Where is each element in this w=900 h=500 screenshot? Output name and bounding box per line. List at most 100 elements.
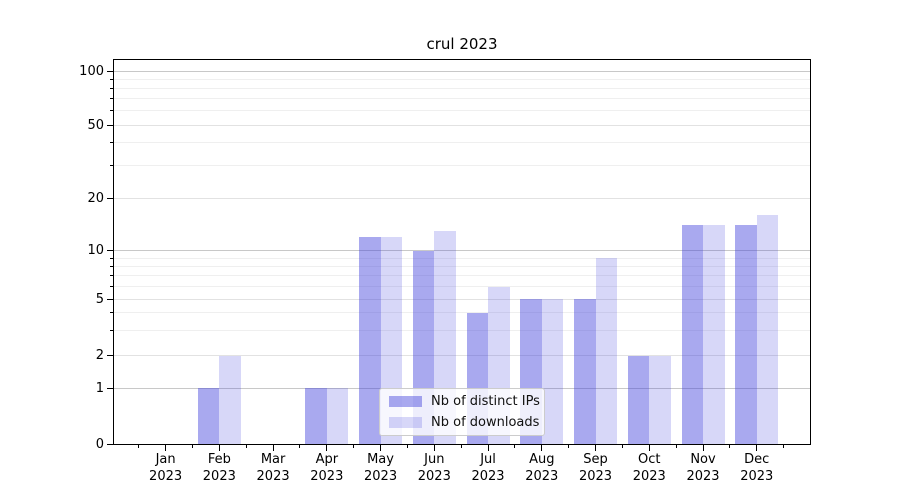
x-axis-minor-tick-11 bbox=[729, 444, 731, 448]
x-axis-tick-mar bbox=[272, 444, 274, 451]
x-axis-minor-tick-6 bbox=[460, 444, 462, 448]
x-axis-tick-jun bbox=[433, 444, 435, 451]
x-tick-label-apr: Apr 2023 bbox=[295, 451, 359, 485]
x-axis-tick-jul bbox=[487, 444, 489, 451]
y-axis-minor-tick-60 bbox=[110, 110, 113, 112]
x-tick-year: 2023 bbox=[578, 469, 613, 484]
x-tick-month: Oct bbox=[638, 452, 661, 467]
y-axis-minor-tick-4 bbox=[110, 312, 113, 314]
x-tick-label-aug: Aug 2023 bbox=[510, 451, 574, 485]
bar-distinct-ips-nov bbox=[681, 225, 703, 445]
x-tick-month: Jul bbox=[480, 452, 496, 467]
legend-label-downloads: Nb of downloads bbox=[431, 414, 540, 430]
x-tick-month: Jun bbox=[424, 452, 445, 467]
bar-distinct-ips-may bbox=[359, 236, 381, 445]
x-tick-year: 2023 bbox=[310, 469, 344, 484]
x-tick-year: 2023 bbox=[525, 469, 559, 484]
y-axis-tick-0 bbox=[107, 444, 113, 445]
x-tick-label-jul: Jul 2023 bbox=[456, 451, 520, 485]
x-tick-year: 2023 bbox=[740, 469, 774, 484]
x-axis-minor-tick-8 bbox=[568, 444, 570, 448]
gridline-y-30 bbox=[114, 165, 810, 167]
x-tick-month: Nov bbox=[690, 452, 716, 467]
y-axis-tick-1 bbox=[107, 387, 113, 389]
gridline-y-3 bbox=[114, 330, 810, 332]
x-tick-month: Apr bbox=[315, 452, 339, 467]
x-tick-year: 2023 bbox=[256, 469, 290, 484]
x-tick-label-feb: Feb 2023 bbox=[187, 451, 251, 485]
gridline-y-2 bbox=[114, 355, 810, 356]
bar-distinct-ips-apr bbox=[305, 388, 327, 445]
x-tick-year: 2023 bbox=[149, 469, 183, 484]
legend-label-distinct-ips: Nb of distinct IPs bbox=[431, 394, 540, 410]
x-tick-month: Feb bbox=[207, 452, 231, 467]
y-axis-minor-tick-80 bbox=[110, 87, 113, 89]
x-tick-month: Dec bbox=[744, 452, 770, 467]
y-axis-minor-tick-30 bbox=[110, 165, 113, 167]
x-axis-tick-sep bbox=[595, 444, 597, 451]
x-axis-minor-tick-0 bbox=[138, 444, 140, 448]
bar-downloads-sep bbox=[595, 258, 618, 445]
y-axis-tick-10 bbox=[107, 250, 113, 252]
x-axis-tick-feb bbox=[218, 444, 220, 451]
gridline-y-70 bbox=[114, 98, 810, 100]
y-axis-minor-tick-6 bbox=[110, 286, 113, 288]
x-tick-label-jan: Jan 2023 bbox=[134, 451, 198, 485]
x-axis-minor-tick-2 bbox=[245, 444, 247, 448]
y-tick-label-10: 10 bbox=[87, 243, 104, 259]
y-tick-label-100: 100 bbox=[79, 63, 104, 79]
gridline-y-9 bbox=[114, 257, 810, 259]
gridline-y-10 bbox=[114, 250, 810, 252]
y-axis-tick-100 bbox=[107, 70, 113, 72]
gridline-y-5 bbox=[114, 298, 810, 300]
x-axis-tick-aug bbox=[541, 444, 543, 451]
x-tick-month: Sep bbox=[583, 452, 608, 467]
y-axis-tick-50 bbox=[107, 124, 113, 126]
x-axis-tick-nov bbox=[702, 444, 704, 451]
x-tick-year: 2023 bbox=[632, 469, 666, 484]
x-axis-minor-tick-1 bbox=[191, 444, 193, 448]
x-axis-tick-apr bbox=[326, 444, 328, 451]
gridline-y-6 bbox=[114, 286, 810, 288]
y-tick-label-20: 20 bbox=[87, 190, 104, 206]
bar-distinct-ips-sep bbox=[574, 299, 596, 445]
y-tick-label-50: 50 bbox=[87, 117, 104, 133]
bar-downloads-feb bbox=[219, 355, 241, 445]
x-tick-month: Aug bbox=[529, 452, 555, 467]
gridline-y-80 bbox=[114, 87, 810, 89]
x-axis-minor-tick-12 bbox=[783, 444, 785, 448]
x-axis-tick-jan bbox=[165, 444, 167, 451]
gridline-y-90 bbox=[114, 78, 810, 80]
chart-title: crul 2023 bbox=[426, 35, 498, 53]
bar-distinct-ips-dec bbox=[735, 225, 757, 445]
y-axis-tick-20 bbox=[107, 197, 113, 199]
legend-row-downloads: Nb of downloads bbox=[389, 414, 539, 432]
legend-row-distinct-ips: Nb of distinct IPs bbox=[389, 393, 540, 411]
x-tick-label-sep: Sep 2023 bbox=[564, 451, 628, 485]
x-tick-year: 2023 bbox=[471, 469, 505, 484]
bar-downloads-apr bbox=[326, 388, 349, 445]
y-axis-tick-5 bbox=[107, 298, 113, 300]
gridline-y-50 bbox=[114, 124, 810, 126]
y-tick-label-5: 5 bbox=[95, 291, 104, 307]
x-tick-month: Jan bbox=[155, 452, 176, 467]
legend-swatch-downloads bbox=[389, 416, 422, 428]
bar-downloads-oct bbox=[649, 355, 671, 445]
x-tick-label-oct: Oct 2023 bbox=[617, 451, 681, 485]
bar-downloads-nov bbox=[703, 225, 725, 445]
y-axis-minor-tick-8 bbox=[110, 265, 113, 267]
y-tick-label-1: 1 bbox=[95, 380, 104, 396]
x-axis-tick-dec bbox=[756, 444, 758, 451]
y-tick-label-0: 0 bbox=[95, 437, 104, 452]
bar-downloads-aug bbox=[541, 299, 564, 445]
x-tick-year: 2023 bbox=[202, 469, 236, 484]
x-tick-month: May bbox=[367, 452, 394, 467]
y-axis-tick-2 bbox=[107, 355, 113, 356]
x-axis-minor-tick-3 bbox=[299, 444, 301, 448]
gridline-y-7 bbox=[114, 275, 810, 277]
x-axis-tick-oct bbox=[648, 444, 650, 451]
gridline-y-60 bbox=[114, 110, 810, 112]
y-axis-minor-tick-70 bbox=[110, 98, 113, 100]
x-tick-year: 2023 bbox=[417, 469, 451, 484]
